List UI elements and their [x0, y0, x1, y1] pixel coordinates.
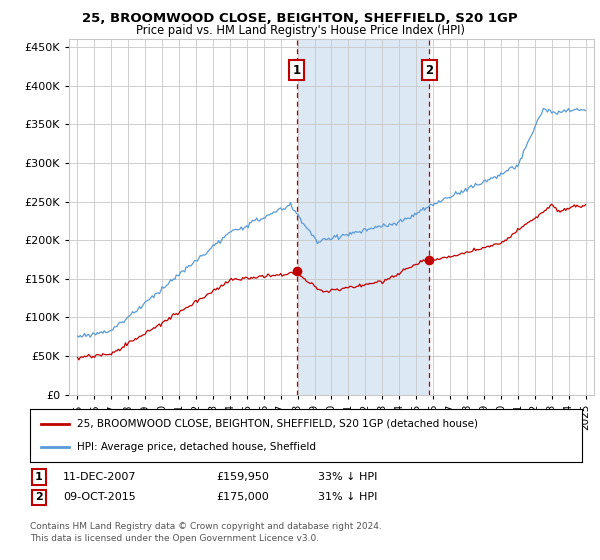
- Text: £159,950: £159,950: [216, 472, 269, 482]
- Text: 1: 1: [35, 472, 43, 482]
- Text: 11-DEC-2007: 11-DEC-2007: [63, 472, 137, 482]
- Text: 2: 2: [425, 64, 433, 77]
- Text: 33% ↓ HPI: 33% ↓ HPI: [318, 472, 377, 482]
- Text: Price paid vs. HM Land Registry's House Price Index (HPI): Price paid vs. HM Land Registry's House …: [136, 24, 464, 37]
- Text: 25, BROOMWOOD CLOSE, BEIGHTON, SHEFFIELD, S20 1GP (detached house): 25, BROOMWOOD CLOSE, BEIGHTON, SHEFFIELD…: [77, 419, 478, 429]
- Text: 25, BROOMWOOD CLOSE, BEIGHTON, SHEFFIELD, S20 1GP: 25, BROOMWOOD CLOSE, BEIGHTON, SHEFFIELD…: [82, 12, 518, 25]
- Text: 31% ↓ HPI: 31% ↓ HPI: [318, 492, 377, 502]
- Text: 2: 2: [35, 492, 43, 502]
- Text: 1: 1: [293, 64, 301, 77]
- Text: 09-OCT-2015: 09-OCT-2015: [63, 492, 136, 502]
- Text: HPI: Average price, detached house, Sheffield: HPI: Average price, detached house, Shef…: [77, 442, 316, 452]
- Text: £175,000: £175,000: [216, 492, 269, 502]
- Text: Contains HM Land Registry data © Crown copyright and database right 2024.
This d: Contains HM Land Registry data © Crown c…: [30, 522, 382, 543]
